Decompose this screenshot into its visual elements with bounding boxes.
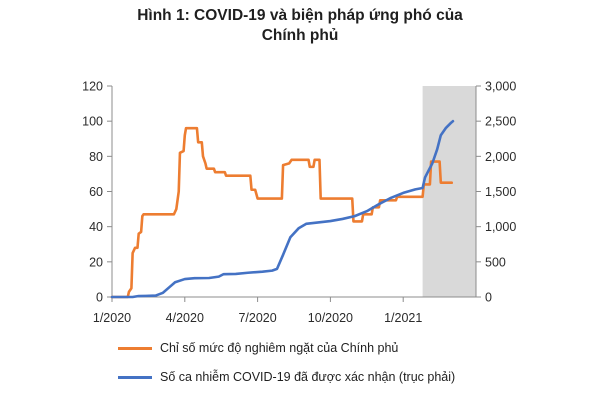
legend-label-cases: Số ca nhiễm COVID-19 đã được xác nhận (t… xyxy=(160,370,456,384)
left-tick-label: 40 xyxy=(89,220,103,234)
x-tick-label: 4/2020 xyxy=(166,311,204,325)
series-line-stringency xyxy=(110,126,454,299)
x-tick-label: 1/2020 xyxy=(93,311,131,325)
right-axis-ticks: 0 500 1,000 1,500 2,000 2,500 3,000 xyxy=(476,80,516,305)
legend-label-stringency: Chỉ số mức độ nghiêm ngặt của Chính phủ xyxy=(160,341,399,355)
chart-title: Hình 1: COVID-19 và biện pháp ứng phó củ… xyxy=(0,6,600,46)
right-tick-label: 2,000 xyxy=(485,150,516,164)
left-tick-label: 120 xyxy=(82,80,103,94)
highlight-region xyxy=(422,86,476,297)
right-tick-label: 1,000 xyxy=(485,220,516,234)
legend-item-stringency: Chỉ số mức độ nghiêm ngặt của Chính phủ xyxy=(118,341,398,355)
right-tick-label: 500 xyxy=(485,255,506,269)
series-layer xyxy=(110,119,455,299)
left-tick-label: 0 xyxy=(96,291,103,305)
left-tick-label: 100 xyxy=(82,115,103,129)
x-tick-label: 7/2020 xyxy=(238,311,276,325)
x-tick-label: 1/2021 xyxy=(384,311,422,325)
x-tick-label: 10/2020 xyxy=(308,311,353,325)
legend-swatch-stringency xyxy=(118,346,152,350)
right-tick-label: 2,500 xyxy=(485,115,516,129)
left-tick-label: 20 xyxy=(89,255,103,269)
legend-item-cases: Số ca nhiễm COVID-19 đã được xác nhận (t… xyxy=(118,370,455,384)
right-tick-label: 1,500 xyxy=(485,185,516,199)
left-tick-label: 60 xyxy=(89,185,103,199)
legend-swatch-cases xyxy=(118,375,152,379)
right-tick-label: 0 xyxy=(485,291,492,305)
x-axis-ticks: 1/2020 4/2020 7/2020 10/2020 1/2021 xyxy=(93,297,422,325)
left-axis-ticks: 0 20 40 60 80 100 120 xyxy=(82,80,112,305)
chart-title-line2: Chính phủ xyxy=(261,27,339,44)
series-line-cases xyxy=(110,119,455,299)
chart-title-line1: Hình 1: COVID-19 và biện pháp ứng phó củ… xyxy=(137,7,463,24)
left-tick-label: 80 xyxy=(89,150,103,164)
right-tick-label: 3,000 xyxy=(485,80,516,94)
